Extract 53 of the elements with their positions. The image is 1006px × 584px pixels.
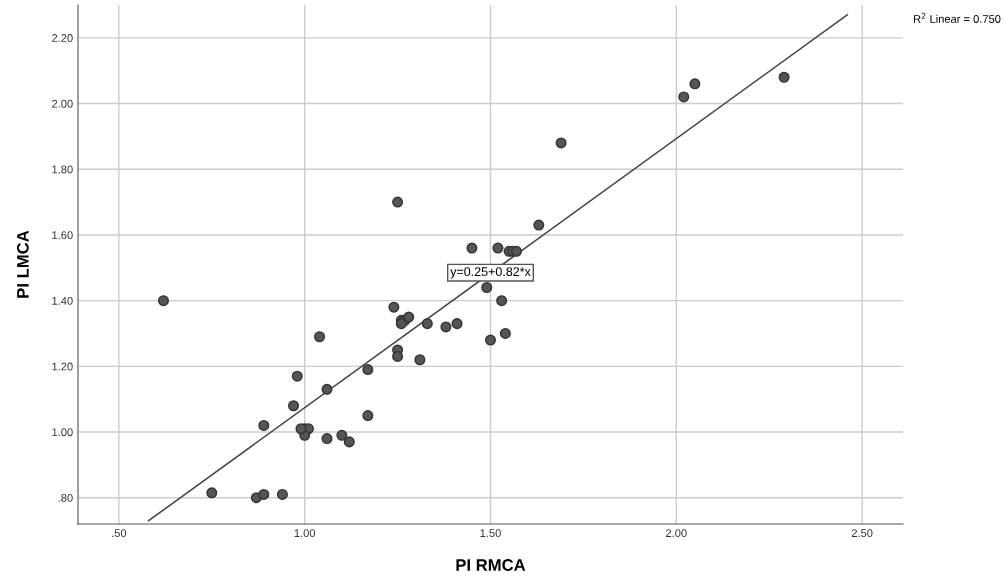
x-tick-label: 2.00 bbox=[666, 529, 687, 538]
point bbox=[511, 245, 523, 257]
point bbox=[336, 429, 348, 441]
point bbox=[481, 281, 493, 293]
y-tick-label: 1.40 bbox=[52, 296, 73, 305]
point bbox=[451, 318, 463, 330]
y-tick-label: 2.00 bbox=[52, 99, 73, 108]
y-axis-title: PI LMCA bbox=[16, 230, 29, 298]
point bbox=[414, 354, 426, 366]
point bbox=[484, 334, 497, 346]
point bbox=[288, 400, 300, 412]
point bbox=[362, 410, 374, 422]
point bbox=[321, 383, 333, 395]
y-tick-label: 2.20 bbox=[52, 34, 73, 42]
point bbox=[343, 436, 355, 448]
point bbox=[206, 487, 218, 499]
point bbox=[392, 196, 404, 208]
point bbox=[295, 423, 307, 435]
point bbox=[533, 219, 545, 231]
annotation: y=0.25+0.82*x bbox=[450, 267, 531, 279]
y-tick-label: .80 bbox=[58, 493, 73, 502]
point bbox=[276, 488, 288, 500]
text: R$^{2}$ Linear = 0.750 bbox=[913, 12, 1001, 23]
point bbox=[157, 295, 169, 307]
point bbox=[689, 78, 701, 90]
y-tick-label: 1.20 bbox=[52, 362, 73, 371]
point bbox=[778, 71, 790, 83]
point bbox=[392, 350, 404, 362]
x-tick-label: .50 bbox=[112, 529, 127, 538]
point bbox=[678, 91, 690, 103]
y-tick-label: 1.00 bbox=[52, 428, 73, 437]
point bbox=[362, 364, 374, 376]
point bbox=[403, 311, 415, 323]
point bbox=[388, 301, 400, 313]
point bbox=[258, 488, 270, 500]
point bbox=[499, 327, 511, 339]
y-tick-label: 1.80 bbox=[52, 165, 73, 174]
point bbox=[466, 242, 478, 254]
point bbox=[421, 318, 433, 330]
x-tick-label: 2.50 bbox=[851, 529, 873, 538]
point bbox=[555, 137, 567, 149]
point bbox=[440, 321, 452, 333]
point bbox=[492, 242, 504, 254]
point bbox=[496, 295, 508, 307]
x-tick-label: 1.00 bbox=[294, 529, 316, 538]
point bbox=[314, 331, 326, 343]
x-tick-label: 1.50 bbox=[480, 529, 501, 538]
y-tick-label: 1.60 bbox=[52, 231, 73, 240]
point bbox=[321, 433, 333, 445]
point bbox=[258, 419, 270, 431]
x-axis-title: PI RMCA bbox=[456, 559, 526, 571]
point bbox=[291, 370, 303, 382]
point bbox=[395, 318, 407, 330]
